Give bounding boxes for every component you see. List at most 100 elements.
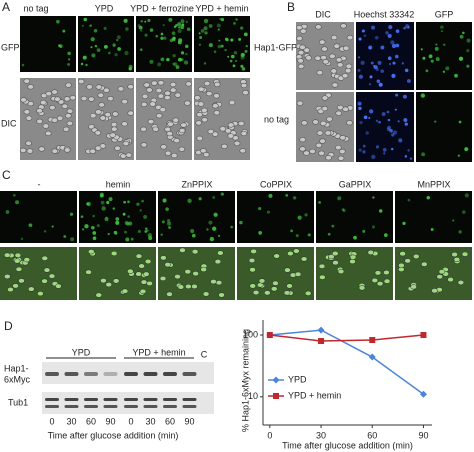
cell <box>220 18 225 22</box>
cell <box>319 120 327 127</box>
cell <box>89 148 97 154</box>
cell <box>54 96 61 102</box>
cell <box>185 81 193 87</box>
cell <box>41 255 49 261</box>
cell <box>303 47 311 53</box>
cell <box>125 237 130 242</box>
cell <box>367 249 375 256</box>
cell <box>206 228 209 231</box>
cell <box>162 24 165 27</box>
cell <box>172 53 176 58</box>
cell <box>358 148 362 152</box>
cell <box>95 84 103 90</box>
cell <box>177 28 182 34</box>
cell <box>210 279 217 285</box>
lane-label: 90 <box>105 416 115 426</box>
cell <box>358 74 363 79</box>
cell <box>121 98 128 105</box>
cell <box>21 63 25 67</box>
cell <box>315 142 323 149</box>
cell <box>45 90 53 97</box>
cell <box>397 120 400 123</box>
cell <box>434 46 439 51</box>
cell <box>67 51 71 56</box>
cell <box>252 290 260 296</box>
row-label: DIC <box>1 118 17 128</box>
cell <box>20 97 27 103</box>
cell <box>66 120 74 126</box>
cell <box>438 269 446 275</box>
cell <box>208 24 213 28</box>
cell <box>177 284 185 290</box>
cell <box>100 194 104 198</box>
cell <box>212 196 216 199</box>
cell <box>178 146 186 152</box>
cell <box>95 292 103 298</box>
cell <box>143 271 150 277</box>
cell <box>379 209 383 213</box>
cell <box>169 81 177 88</box>
row-label: Hap1-GFP <box>254 42 297 52</box>
cell <box>169 38 173 43</box>
cell <box>190 228 195 234</box>
cell <box>91 226 95 230</box>
cell <box>97 92 105 98</box>
cell <box>436 274 443 280</box>
cell <box>404 122 408 126</box>
cell <box>435 57 440 62</box>
cell <box>230 54 235 59</box>
cell <box>194 95 201 101</box>
cell <box>160 144 167 150</box>
cell <box>164 90 171 96</box>
cell <box>130 237 134 241</box>
cell <box>205 90 213 97</box>
cell <box>63 147 71 153</box>
micrograph <box>395 191 472 243</box>
cell <box>284 267 291 273</box>
band <box>182 372 197 376</box>
cell <box>44 130 52 136</box>
cell <box>329 53 336 59</box>
micrograph <box>356 22 414 90</box>
cell <box>331 224 335 228</box>
cell <box>464 147 469 152</box>
cell <box>168 226 171 229</box>
cell <box>315 24 322 30</box>
cell <box>146 280 153 286</box>
cell <box>299 137 306 143</box>
cell <box>141 93 149 100</box>
cell <box>426 195 430 200</box>
cell <box>191 283 198 290</box>
cell <box>92 214 95 218</box>
cell <box>442 70 446 73</box>
cell <box>80 215 84 218</box>
cell <box>58 44 63 48</box>
panel-label: D <box>4 319 13 333</box>
cell <box>359 120 363 125</box>
cell <box>303 150 310 156</box>
panel-label: C <box>2 168 11 182</box>
column-label: GaPPIX <box>339 179 372 189</box>
column-label: YPD + hemin <box>195 3 248 13</box>
cell <box>395 29 400 33</box>
cell <box>258 231 263 235</box>
cell <box>136 202 140 206</box>
cell <box>88 96 95 102</box>
cell <box>290 229 294 233</box>
cell <box>318 263 326 269</box>
cell <box>138 25 143 30</box>
cell <box>167 121 174 127</box>
cell <box>197 101 205 107</box>
cell <box>242 90 249 96</box>
micrograph <box>158 191 235 243</box>
cell <box>227 55 230 58</box>
lane-label: 0 <box>128 416 133 426</box>
cell <box>95 109 102 115</box>
cell <box>203 18 209 24</box>
column-label: CoPPIX <box>260 179 292 189</box>
cell <box>375 119 379 123</box>
cell <box>178 26 181 29</box>
column-label: YPD <box>95 3 114 13</box>
cell <box>401 62 404 65</box>
band <box>64 405 79 408</box>
